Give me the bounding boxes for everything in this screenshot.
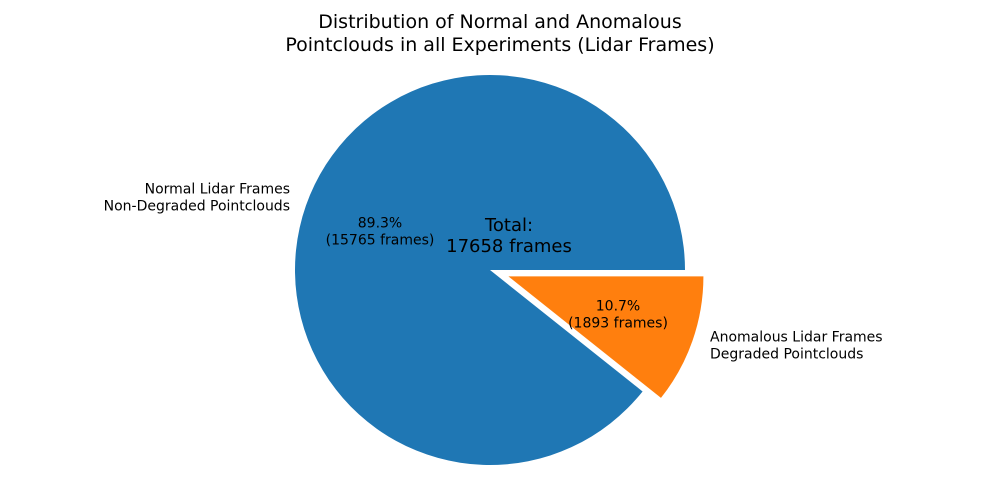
autopct-normal: 89.3% (15765 frames) <box>325 215 435 248</box>
pie-slice-anomalous <box>508 276 704 398</box>
slice-label-normal: Normal Lidar Frames Non-Degraded Pointcl… <box>103 181 290 214</box>
chart-title: Distribution of Normal and Anomalous Poi… <box>285 11 715 56</box>
pie-slice-normal <box>295 75 685 466</box>
center-total-annotation: Total: 17658 frames <box>446 214 572 257</box>
autopct-anomalous: 10.7% (1893 frames) <box>568 298 668 331</box>
slice-label-anomalous: Anomalous Lidar Frames Degraded Pointclo… <box>710 329 883 362</box>
